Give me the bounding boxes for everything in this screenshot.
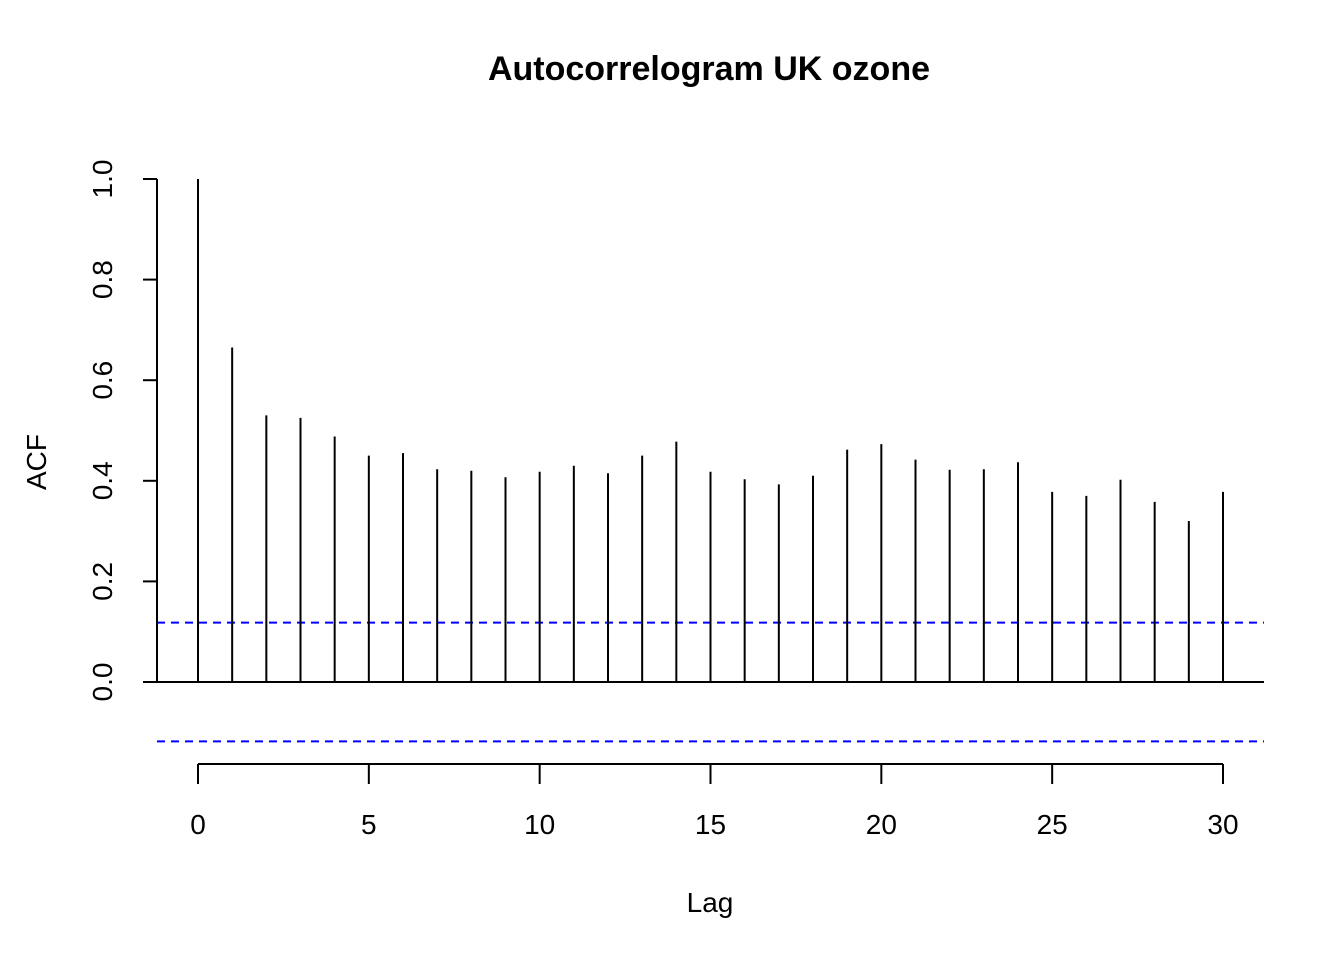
chart-title: Autocorrelogram UK ozone (488, 50, 930, 88)
acf-bars (197, 179, 1224, 682)
x-tick-label: 25 (1037, 809, 1068, 840)
y-tick-label: 0.4 (87, 461, 118, 500)
y-tick-label: 1.0 (87, 160, 118, 199)
x-tick-label: 5 (361, 809, 377, 840)
y-axis: 0.0 0.2 0.4 0.6 0.8 1.0 (87, 160, 158, 702)
y-tick-label: 0.0 (87, 663, 118, 702)
x-axis-label: Lag (687, 887, 734, 918)
y-tick-label: 0.6 (87, 361, 118, 400)
y-tick-label: 0.8 (87, 260, 118, 299)
x-tick-label: 10 (524, 809, 555, 840)
x-tick-label: 30 (1207, 809, 1238, 840)
y-tick-label: 0.2 (87, 562, 118, 601)
x-axis: 0 5 10 15 20 25 30 (190, 763, 1239, 840)
y-axis-label: ACF (21, 434, 52, 490)
x-tick-label: 15 (695, 809, 726, 840)
x-tick-label: 20 (866, 809, 897, 840)
x-tick-label: 0 (190, 809, 206, 840)
